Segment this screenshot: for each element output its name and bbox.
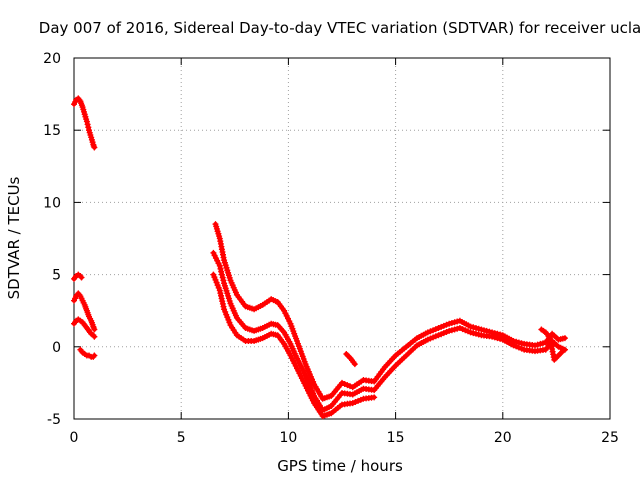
data-point-marker (561, 335, 568, 342)
data-point-marker (355, 397, 362, 404)
data-point-marker (440, 330, 447, 337)
data-series-arc-9 (343, 351, 358, 368)
data-point-marker (225, 316, 232, 323)
data-point-marker (351, 361, 358, 368)
chart-title: Day 007 of 2016, Sidereal Day-to-day VTE… (39, 19, 640, 37)
data-point-marker (467, 329, 474, 336)
y-tick-label: 20 (43, 51, 61, 67)
data-point-marker (432, 326, 439, 333)
data-point-marker (537, 340, 544, 347)
data-point-marker (339, 379, 345, 386)
data-point-marker (218, 268, 225, 275)
data-point-marker (219, 298, 226, 305)
data-point-marker (475, 331, 482, 338)
data-series-arc-7 (210, 249, 568, 414)
data-point-marker (494, 335, 501, 342)
data-point-marker (448, 327, 455, 334)
data-point-marker (84, 121, 91, 128)
data-point-marker (215, 284, 222, 291)
data-point-marker (559, 348, 566, 355)
data-point-marker (435, 325, 442, 331)
data-point-marker (473, 330, 479, 337)
data-point-marker (427, 328, 434, 335)
data-point-marker (91, 352, 98, 359)
data-point-marker (213, 279, 220, 286)
data-point-marker (473, 325, 479, 331)
y-tick-label: 10 (43, 195, 61, 211)
data-point-marker (217, 265, 224, 272)
data-point-marker (446, 327, 453, 334)
data-point-marker (432, 333, 439, 340)
data-point-marker (222, 308, 229, 315)
data-point-marker (446, 320, 453, 327)
data-point-marker (430, 327, 437, 334)
data-point-marker (497, 335, 504, 342)
data-point-marker (515, 344, 522, 351)
data-point-marker (540, 340, 546, 347)
data-layer (71, 95, 568, 420)
data-series-arc-10 (538, 326, 566, 363)
tick-layer: 0 5 10 15 20 25 -5 0 5 10 15 20 (43, 51, 619, 446)
data-series-arc-5 (77, 346, 98, 360)
data-point-marker (216, 262, 223, 269)
y-tick-label: 15 (43, 123, 61, 139)
data-point-marker (218, 271, 225, 278)
data-point-marker (427, 335, 434, 342)
data-point-marker (475, 325, 482, 332)
data-point-marker (443, 321, 450, 328)
x-axis-label: GPS time / hours (277, 457, 403, 475)
data-point-marker (454, 325, 461, 332)
data-series-arc-4 (71, 316, 98, 340)
plot-frame (73, 57, 611, 420)
data-point-marker (513, 343, 520, 350)
x-tick-label: 10 (279, 430, 297, 446)
data-point-marker (456, 325, 463, 331)
x-tick-label: 0 (70, 430, 79, 446)
data-point-marker (462, 327, 469, 334)
data-point-marker (220, 277, 227, 284)
data-point-marker (481, 327, 487, 334)
data-point-marker (349, 400, 356, 407)
data-series-arc-1 (71, 95, 98, 151)
data-point-marker (435, 332, 442, 339)
x-tick-label: 5 (177, 430, 186, 446)
data-point-marker (211, 274, 218, 281)
data-point-marker (443, 329, 450, 335)
y-tick-label: 5 (52, 268, 61, 284)
data-series-arc-2 (71, 271, 85, 282)
y-tick-label: 0 (52, 340, 61, 356)
data-point-marker (459, 326, 466, 333)
y-axis-label: SDTVAR / TECUs (5, 176, 23, 299)
data-point-marker (489, 333, 496, 340)
data-point-marker (534, 341, 541, 348)
data-point-marker (430, 334, 437, 341)
data-point-marker (78, 274, 85, 281)
data-point-marker (371, 394, 378, 401)
data-point-marker (83, 118, 90, 125)
data-point-marker (483, 327, 490, 334)
data-point-marker (470, 324, 477, 331)
data-point-marker (341, 381, 348, 387)
x-tick-label: 15 (387, 430, 405, 446)
data-point-marker (219, 274, 226, 281)
grid-layer (74, 58, 610, 419)
data-point-marker (440, 322, 447, 329)
x-tick-label: 25 (601, 430, 619, 446)
data-series-arc-3 (71, 290, 98, 333)
data-point-marker (91, 326, 98, 333)
data-point-marker (85, 124, 92, 131)
data-point-marker (510, 342, 517, 349)
data-series-arc-8 (210, 271, 378, 420)
data-point-marker (470, 330, 477, 337)
x-tick-label: 20 (494, 430, 512, 446)
y-tick-label: -5 (47, 412, 61, 428)
data-point-marker (467, 323, 474, 330)
data-point-marker (91, 144, 98, 151)
data-point-marker (91, 333, 98, 340)
data-point-marker (448, 320, 455, 326)
data-point-marker (352, 399, 359, 405)
